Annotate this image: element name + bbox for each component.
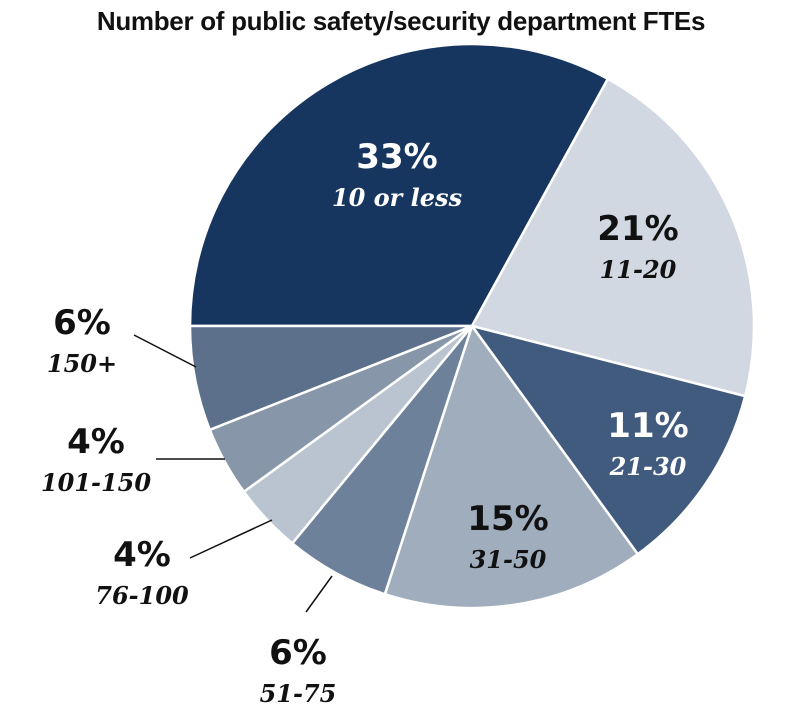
slice-label-51-75: 51-75 [260,679,337,708]
slice-percent-51-75: 6% [269,633,327,673]
pie-slice-150- [188,324,474,432]
pie-slice-11-20 [470,77,756,398]
slice-label-11-20: 11-20 [600,255,677,284]
chart-title: Number of public safety/security departm… [96,6,706,36]
pie-slice-10-or-less [188,42,610,328]
slice-percent-101-150: 4% [67,422,125,462]
slice-label-101-150: 101-150 [41,468,151,497]
pie-slice-31-50 [383,324,640,610]
slice-percent-31-50: 15% [467,499,548,539]
slice-percent-11-20: 21% [597,209,678,249]
slice-percent-76-100: 4% [113,535,171,575]
slice-percent-21-30: 11% [607,406,688,446]
slice-label-76-100: 76-100 [95,581,189,610]
slice-percent-10-or-less: 33% [356,137,437,177]
slice-label-31-50: 31-50 [470,545,547,574]
leader-line-51-75 [305,575,333,613]
slice-label-10-or-less: 10 or less [332,183,463,212]
pie-slice-21-30 [470,324,747,556]
leader-line-76-100 [189,519,273,559]
slice-label-21-30: 21-30 [609,452,687,481]
slice-percent-150-: 6% [53,303,111,343]
slice-label-150-: 150+ [47,349,117,378]
leader-line-150- [133,334,197,368]
